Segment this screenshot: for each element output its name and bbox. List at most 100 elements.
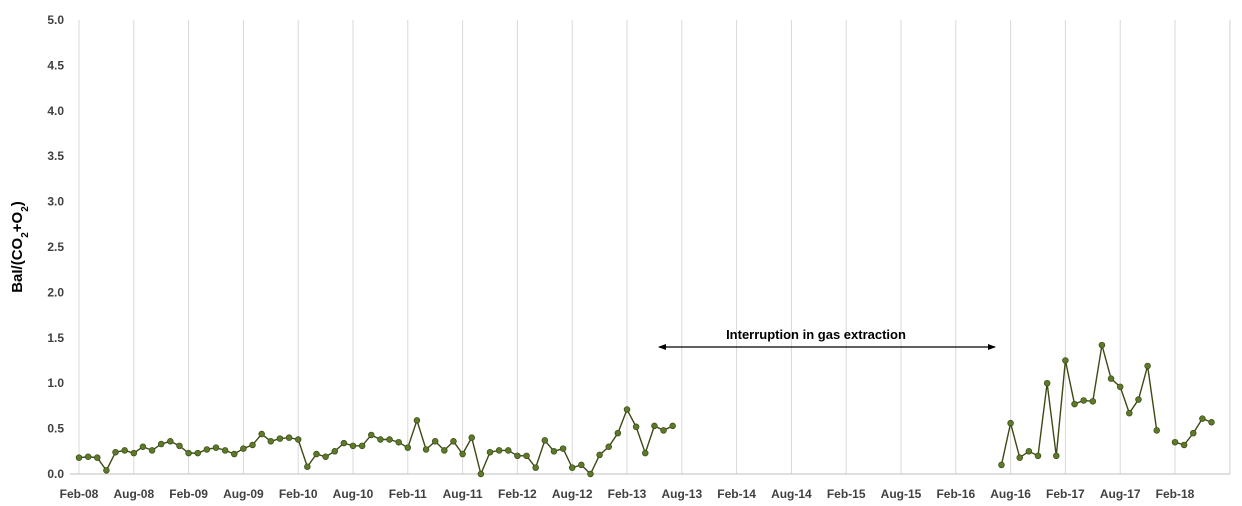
data-point [1025, 448, 1033, 455]
data-point [669, 422, 676, 430]
x-tick-label: Aug-13 [661, 487, 702, 501]
data-point [632, 423, 640, 431]
data-point [587, 470, 594, 478]
x-tick-label: Feb-14 [717, 487, 756, 501]
data-point [1062, 357, 1069, 364]
data-point [1107, 375, 1115, 382]
data-point [532, 464, 539, 471]
data-point [185, 449, 192, 457]
vertical-gridlines [78, 20, 1231, 474]
x-tick-label: Aug-09 [223, 487, 264, 501]
data-point [1135, 396, 1142, 403]
x-tick-label: Feb-16 [936, 487, 975, 501]
data-point [368, 431, 375, 439]
x-tick-label: Feb-08 [60, 487, 99, 501]
y-tick-label: 3.5 [47, 149, 64, 163]
data-point [1208, 418, 1215, 426]
data-point [304, 463, 311, 470]
x-tick-label: Aug-11 [443, 487, 483, 501]
data-point [240, 445, 247, 452]
data-point [121, 447, 128, 454]
y-tick-label: 4.0 [47, 104, 64, 118]
y-tick-label: 0.5 [47, 422, 64, 436]
data-point [441, 447, 448, 454]
y-tick-label: 5.0 [47, 13, 64, 27]
data-point [294, 436, 302, 443]
data-point [450, 438, 457, 445]
x-tick-label: Aug-17 [1100, 487, 1141, 501]
data-point [523, 452, 530, 460]
data-point [514, 452, 521, 460]
data-point [258, 430, 265, 438]
data-point [130, 449, 138, 457]
y-tick-label: 4.5 [47, 58, 64, 72]
y-tick-labels: 0.0 0.5 1.0 1.5 2.0 2.5 3.0 3.5 4.0 4.5 5.0 [47, 13, 64, 481]
data-point [468, 434, 475, 441]
data-point [998, 461, 1005, 469]
data-point [651, 422, 658, 430]
data-point [660, 427, 667, 434]
data-point [148, 447, 156, 454]
data-point [550, 448, 558, 455]
x-tick-label: Feb-10 [279, 487, 318, 501]
data-point [404, 444, 412, 451]
x-tick-label: Feb-15 [827, 487, 866, 501]
x-tick-label: Feb-09 [169, 487, 208, 501]
data-point [322, 453, 329, 460]
x-tick-label: Feb-11 [389, 487, 427, 501]
data-point [422, 446, 430, 453]
data-point [212, 444, 220, 451]
data-point [194, 449, 201, 457]
x-tick-label: Feb-13 [608, 487, 647, 501]
data-point [459, 450, 466, 458]
data-point [596, 451, 603, 459]
data-point [358, 442, 366, 450]
data-point [1180, 441, 1188, 449]
data-point [605, 443, 612, 451]
data-point [1190, 429, 1197, 437]
data-point [1071, 400, 1078, 408]
data-point [285, 434, 293, 441]
data-point [541, 437, 549, 444]
data-point [559, 445, 567, 452]
x-tick-labels: Feb-08 Aug-08 Feb-09 Aug-09 Feb-10 Aug-10 Feb-… [60, 487, 1195, 501]
data-point [568, 464, 576, 471]
x-tick-label: Aug-12 [552, 487, 593, 501]
data-point [1126, 409, 1133, 417]
data-point [1153, 427, 1160, 434]
y-tick-label: 2.5 [47, 240, 64, 254]
y-tick-label: 2.0 [47, 285, 64, 299]
data-point [75, 454, 83, 461]
data-point [1199, 415, 1206, 422]
data-point [1080, 397, 1087, 404]
data-point [614, 429, 622, 437]
x-tick-label: Feb-18 [1156, 487, 1195, 501]
data-point [276, 435, 284, 442]
y-tick-label: 1.5 [47, 331, 64, 345]
data-point [431, 438, 439, 445]
data-point [331, 448, 338, 455]
data-point [1007, 419, 1014, 427]
data-point [1053, 452, 1060, 460]
data-point [1116, 383, 1124, 391]
data-point [349, 442, 357, 450]
data-point [340, 439, 348, 447]
x-tick-label: Aug-14 [771, 487, 812, 501]
data-point [377, 436, 384, 443]
data-point [486, 448, 494, 456]
data-point [176, 442, 183, 450]
data-point [1034, 452, 1042, 460]
x-tick-label: Feb-12 [498, 487, 537, 501]
data-point [505, 447, 512, 454]
data-point [495, 447, 503, 454]
data-point [203, 446, 211, 453]
data-point [231, 450, 238, 458]
data-point [413, 417, 421, 424]
data-point [477, 470, 485, 478]
data-point [1144, 362, 1151, 370]
data-point [1016, 454, 1023, 461]
x-tick-label: Aug-15 [881, 487, 922, 501]
data-point [642, 449, 649, 457]
data-point [84, 453, 92, 460]
